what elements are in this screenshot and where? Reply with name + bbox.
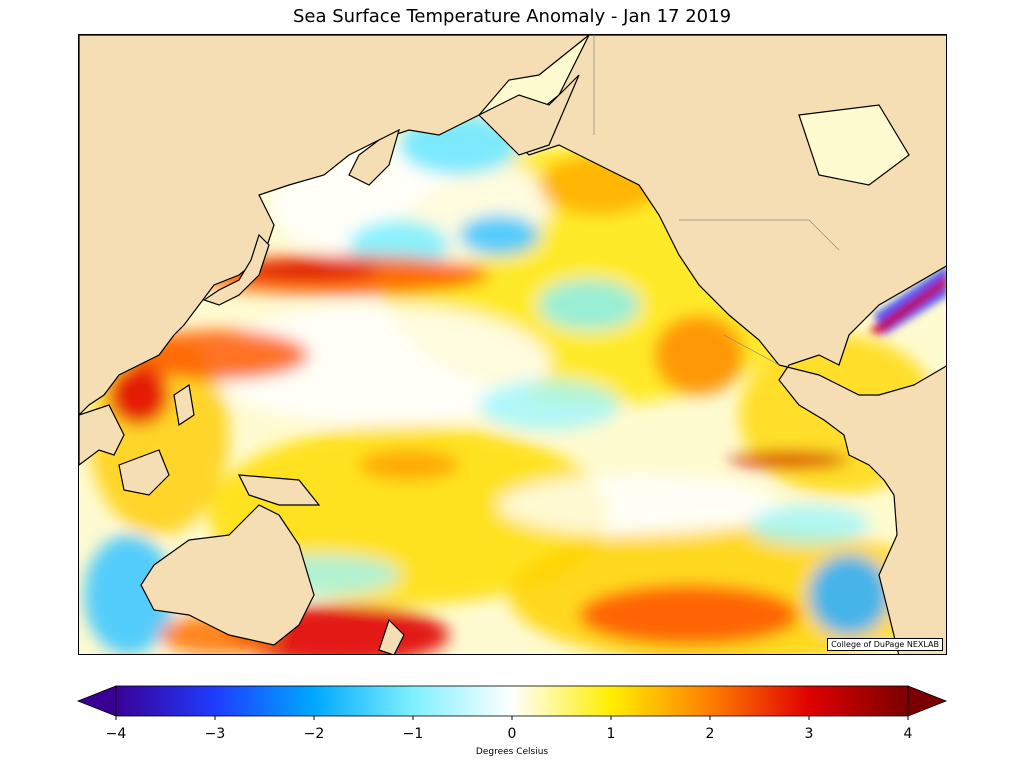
borneo [118,449,170,496]
alaska [477,74,580,156]
japan [202,233,270,306]
credit-label: College of DuPage NEXLAB [827,638,943,651]
kamchatka [348,128,400,186]
colorbar-tick-label: 1 [607,726,616,742]
new-guinea [237,474,321,506]
colorbar-tick-label: −4 [106,726,127,742]
colorbar-tick-label: 3 [805,726,814,742]
colorbar-tick-label: −1 [403,726,424,742]
colorbar-tick-label: 4 [904,726,913,742]
hudson-bay [798,104,910,186]
colorbar-min-extend [76,685,117,717]
colorbar-label: Degrees Celsius [476,747,549,757]
colorbar-tick-label: −2 [304,726,325,742]
land-masses [79,35,946,654]
asia-landmass [79,35,590,416]
colorbar-gradient [115,685,909,717]
colorbar: −4 −3 −2 −1 0 1 2 3 4 Degrees Celsius [76,685,948,757]
colorbar-max-extend [907,685,948,717]
philippines [173,383,195,427]
colorbar-tick-label: 0 [508,726,517,742]
new-zealand [378,618,405,654]
sst-anomaly-map: College of DuPage NEXLAB [78,34,947,655]
colorbar-tick-label: 2 [706,726,715,742]
map-canvas [79,35,946,654]
colorbar-tick-label: −3 [205,726,226,742]
north-america [508,35,946,654]
map-title: Sea Surface Temperature Anomaly - Jan 17… [292,6,732,27]
indochina [79,404,125,466]
political-borders [593,35,840,366]
australia [140,504,315,646]
colorbar-ticks: −4 −3 −2 −1 0 1 2 3 4 [106,716,913,742]
